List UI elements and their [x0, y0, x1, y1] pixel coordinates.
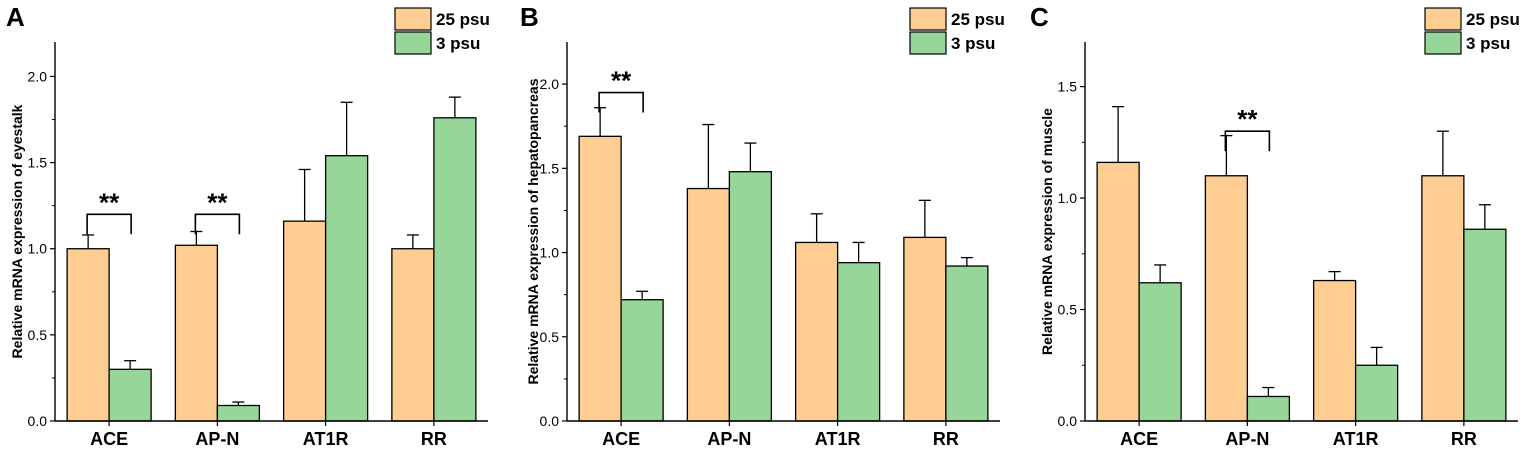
- significance-label: **: [207, 187, 228, 217]
- legend: 25 psu 3 psu: [394, 7, 490, 55]
- y-axis-label: Relative mRNA expression of hepatopancre…: [525, 78, 541, 384]
- significance-bracket: [86, 213, 132, 235]
- bar-at1r-25psu: [282, 220, 327, 422]
- significance-label: **: [99, 187, 120, 217]
- y-tick-label: 0.0: [1058, 413, 1078, 429]
- y-tick-label: 1.5: [1058, 79, 1078, 95]
- legend-swatch-3psu: [909, 31, 947, 55]
- bar-rr-3psu: [1463, 228, 1507, 422]
- y-tick-label: 0.5: [28, 327, 48, 343]
- x-tick-label-ace: ACE: [1120, 429, 1158, 449]
- bar-ap-n-3psu: [216, 404, 261, 422]
- bar-rr-3psu: [945, 265, 989, 422]
- bar-ace-3psu: [1138, 282, 1182, 422]
- y-tick-label: 1.5: [540, 160, 560, 176]
- bar-ap-n-25psu: [174, 244, 219, 422]
- x-tick-label-at1r: AT1R: [815, 429, 861, 449]
- chart-panel-c: C Relative mRNA expression of muscle ACE AP…: [1030, 2, 1520, 449]
- y-tick-label: 0.0: [540, 413, 560, 429]
- legend-swatch-3psu: [1424, 31, 1462, 55]
- bar-ap-n-25psu: [1204, 175, 1249, 422]
- legend-label-3psu: 3 psu: [436, 34, 480, 53]
- panel-letter: B: [520, 2, 539, 32]
- x-tick-label-ap-n: AP-N: [195, 429, 239, 449]
- y-tick-label: 2.0: [540, 76, 560, 92]
- x-tick-label-rr: RR: [933, 429, 959, 449]
- bar-ace-25psu: [578, 135, 622, 422]
- legend-swatch-25psu: [394, 7, 432, 31]
- significance-bracket: [194, 213, 241, 235]
- y-tick-label: 1.0: [540, 245, 560, 261]
- bar-at1r-25psu: [794, 241, 839, 422]
- y-tick-label: 2.0: [28, 68, 48, 84]
- y-tick-label: 0.5: [540, 329, 560, 345]
- x-tick-label-rr: RR: [1451, 429, 1477, 449]
- x-tick-label-rr: RR: [421, 429, 447, 449]
- x-tick-label-at1r: AT1R: [1333, 429, 1379, 449]
- x-tick-label-ap-n: AP-N: [1225, 429, 1269, 449]
- y-tick-label: 0.0: [28, 413, 48, 429]
- chart-panel-b: B Relative mRNA expression of hepatopancr…: [520, 2, 1005, 449]
- bar-at1r-3psu: [1354, 364, 1399, 422]
- bar-at1r-3psu: [836, 262, 881, 422]
- significance-bracket: [1224, 130, 1271, 152]
- legend-label-25psu: 25 psu: [1466, 10, 1520, 29]
- legend: 25 psu 3 psu: [1424, 7, 1520, 55]
- bar-ace-25psu: [66, 248, 110, 422]
- significance-label: **: [1237, 104, 1258, 134]
- chart-panel-a: A Relative mRNA expression of eyestalk ACE…: [6, 2, 490, 449]
- bar-ace-3psu: [108, 368, 152, 422]
- bar-ap-n-3psu: [728, 171, 773, 422]
- bar-at1r-3psu: [324, 155, 369, 422]
- y-tick-label: 1.0: [1058, 190, 1078, 206]
- panel-letter: C: [1030, 2, 1049, 32]
- bar-rr-25psu: [391, 248, 435, 422]
- legend-label-25psu: 25 psu: [951, 10, 1005, 29]
- bar-ap-n-3psu: [1246, 395, 1291, 422]
- x-tick-label-ace: ACE: [90, 429, 128, 449]
- legend-label-3psu: 3 psu: [1466, 34, 1510, 53]
- bar-ace-3psu: [620, 299, 664, 422]
- bar-ap-n-25psu: [686, 187, 731, 422]
- panel-letter: A: [6, 2, 25, 32]
- x-tick-label-ace: ACE: [602, 429, 640, 449]
- bar-rr-25psu: [1421, 175, 1465, 422]
- x-tick-label-ap-n: AP-N: [707, 429, 751, 449]
- legend-swatch-25psu: [1424, 7, 1462, 31]
- legend-label-3psu: 3 psu: [951, 34, 995, 53]
- y-axis-label: Relative mRNA expression of eyestalk: [9, 104, 25, 358]
- y-axis-label: Relative mRNA expression of muscle: [1039, 108, 1055, 355]
- legend-label-25psu: 25 psu: [436, 10, 490, 29]
- legend: 25 psu 3 psu: [909, 7, 1005, 55]
- legend-swatch-25psu: [909, 7, 947, 31]
- bar-ace-25psu: [1096, 161, 1140, 422]
- bar-at1r-25psu: [1312, 279, 1357, 422]
- y-tick-label: 0.5: [1058, 302, 1078, 318]
- bar-rr-25psu: [903, 236, 947, 422]
- bar-rr-3psu: [433, 117, 477, 422]
- legend-swatch-3psu: [394, 31, 432, 55]
- significance-bracket: [598, 91, 644, 113]
- y-tick-label: 1.5: [28, 155, 48, 171]
- x-tick-label-at1r: AT1R: [303, 429, 349, 449]
- significance-label: **: [611, 66, 632, 96]
- y-tick-label: 1.0: [28, 241, 48, 257]
